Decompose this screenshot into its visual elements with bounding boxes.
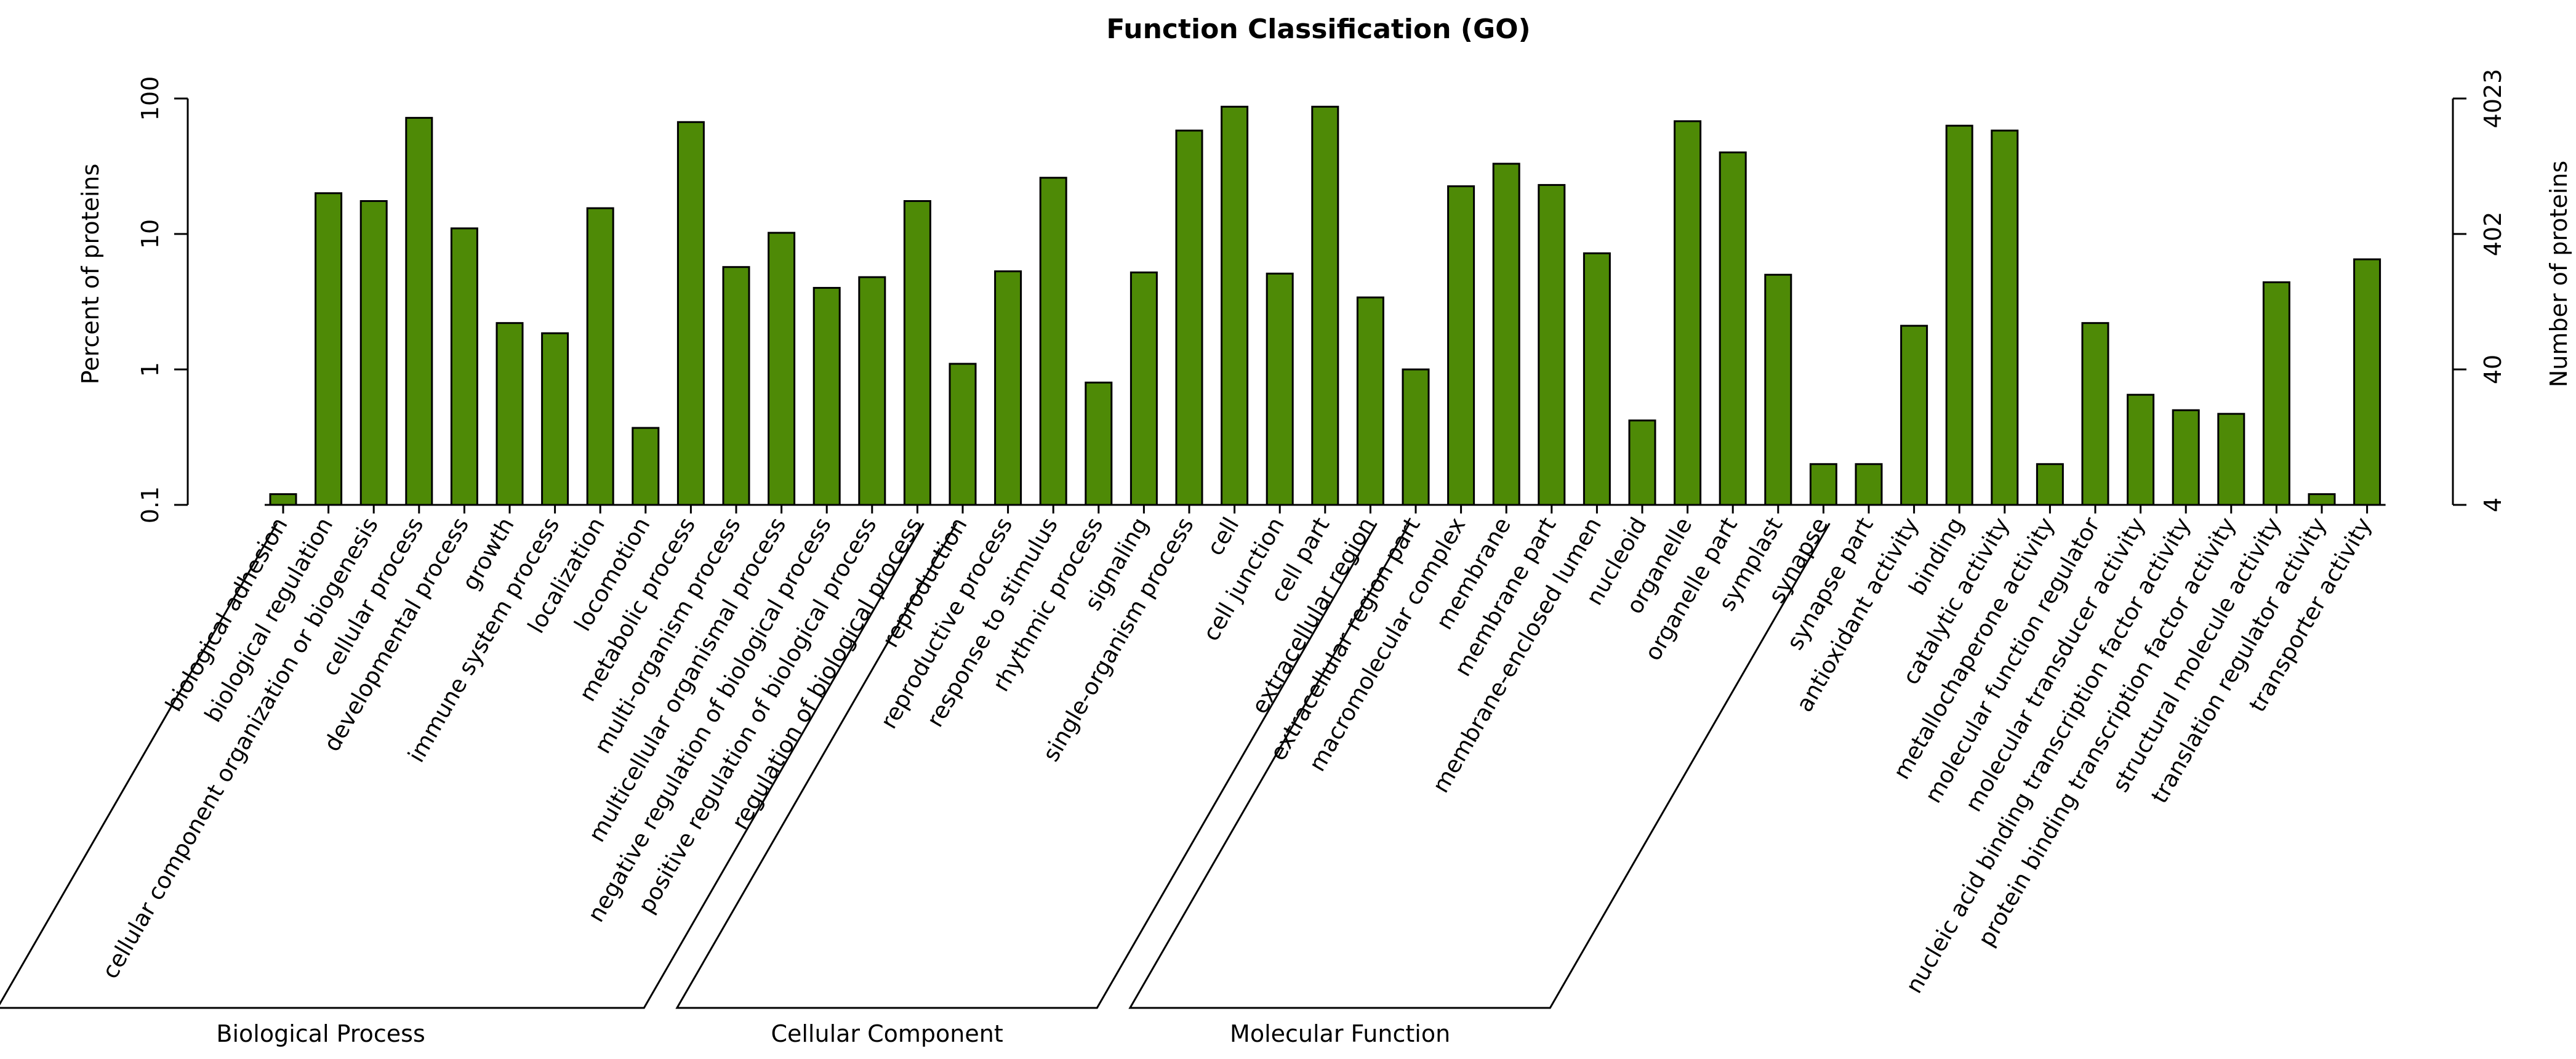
bar (2172, 409, 2200, 506)
bar (1130, 271, 1158, 506)
y-right-tick-label: 40 (2479, 355, 2506, 384)
bar (2217, 413, 2245, 506)
bar (813, 287, 841, 506)
bar (496, 322, 524, 506)
y-axis-left: 0.1 1 10 100 (137, 76, 189, 523)
bar (722, 266, 750, 506)
y-left-tick-label: 100 (137, 76, 164, 121)
bar (1809, 463, 1837, 506)
bar (2081, 322, 2109, 506)
bar (768, 232, 796, 506)
bar (1900, 324, 1928, 506)
group-bracket (0, 523, 925, 1009)
bar (858, 276, 886, 506)
y-left-tick-label: 10 (137, 219, 164, 249)
bar (2127, 393, 2155, 506)
y-left-tick-label: 1 (137, 362, 164, 377)
bar (1991, 129, 2019, 506)
y-left-tick-label: 0.1 (137, 486, 164, 523)
bar (1674, 120, 1702, 506)
bar (1311, 105, 1339, 506)
bar (1855, 463, 1883, 506)
bar (1221, 105, 1249, 506)
bar (676, 121, 705, 506)
y-right-tick-label: 402 (2479, 212, 2506, 257)
bar (2353, 258, 2381, 506)
bar (1945, 124, 1973, 506)
bar (359, 200, 388, 506)
bar (405, 116, 433, 506)
bar (2262, 281, 2290, 506)
bar (632, 427, 660, 506)
bar (2036, 463, 2064, 506)
y-axis-left-title: Percent of proteins (77, 164, 104, 385)
chart-title: Function Classification (GO) (1106, 14, 1530, 45)
y-right-tick-label: 4 (2479, 497, 2506, 512)
bar (1039, 177, 1067, 506)
bar (949, 363, 977, 506)
group-bracket (675, 523, 1378, 1009)
bar (1356, 296, 1384, 506)
y-right-tick-label: 4023 (2479, 69, 2506, 129)
bar (2308, 493, 2336, 506)
group-label: Molecular Function (1230, 1020, 1450, 1047)
bar (586, 207, 614, 506)
bar (1175, 129, 1203, 506)
y-axis-right-title: Number of proteins (2545, 161, 2572, 387)
bar (1266, 272, 1294, 506)
bar (994, 270, 1022, 506)
bar (1402, 368, 1430, 506)
bar (1628, 419, 1656, 506)
bar (315, 192, 343, 506)
bar (903, 200, 931, 506)
bar (1492, 163, 1520, 506)
y-axis-right: 4 40 402 4023 (2452, 69, 2506, 512)
group-label: Biological Process (216, 1020, 425, 1047)
bar (1538, 183, 1566, 506)
group-brackets: Biological Process Cellular Component Mole… (0, 523, 1831, 1047)
bar (1085, 381, 1113, 506)
bar (1447, 185, 1475, 506)
bars (269, 105, 2381, 506)
group-label: Cellular Component (771, 1020, 1003, 1047)
bar (1764, 273, 1792, 506)
bar (269, 493, 297, 506)
x-axis (265, 504, 2386, 513)
bar (1583, 252, 1611, 506)
group-bracket (1128, 523, 1831, 1009)
bar (1719, 151, 1747, 506)
bar (450, 227, 478, 506)
bar (541, 332, 569, 506)
category-label: cell (1202, 513, 1244, 560)
